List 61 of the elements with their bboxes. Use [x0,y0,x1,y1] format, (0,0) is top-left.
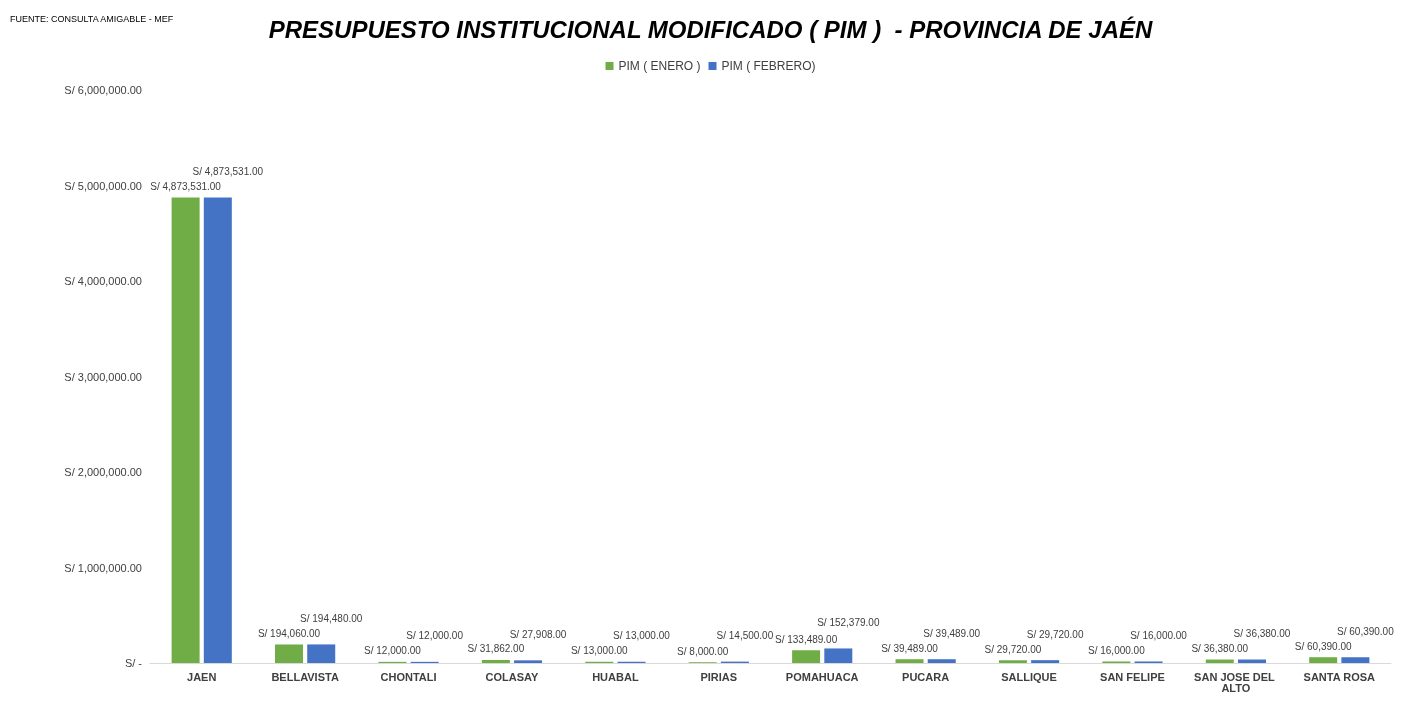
bar [307,644,336,663]
y-tick-label: S/ 5,000,000.00 [64,179,142,192]
bar [1341,657,1370,663]
x-tick-label: HUABAL [592,670,639,683]
x-tick-label: SAN FELIPE [1100,670,1165,683]
data-label: S/ 194,480.00 [300,612,363,624]
source-note: FUENTE: CONSULTA AMIGABLE - MEF [10,13,174,24]
x-tick-label: SANTA ROSA [1303,670,1376,683]
bar [171,197,200,663]
data-label: S/ 152,379.00 [817,616,880,628]
data-label: S/ 29,720.00 [1026,628,1084,640]
bar [275,644,304,663]
data-label: S/ 13,000.00 [613,630,671,642]
data-label: S/ 133,489.00 [774,633,838,645]
bar [481,659,510,663]
x-tick-label: POMAHUACA [785,670,859,683]
y-tick-label: S/ - [124,657,143,669]
data-label: S/ 39,489.00 [881,642,939,654]
data-label: S/ 60,390.00 [1294,640,1352,652]
data-label: S/ 27,908.00 [509,628,567,640]
data-label: S/ 14,500.00 [716,630,774,642]
y-tick-label: S/ 6,000,000.00 [64,84,142,96]
bar [1309,657,1338,663]
data-label: S/ 194,060.00 [257,627,321,639]
data-label: S/ 16,000.00 [1088,644,1146,656]
chart-title: PRESUPUESTO INSTITUCIONAL MODIFICADO ( PIM ) - PROVINCIA DE JAÉN [268,15,1153,43]
bar [514,660,543,663]
x-tick-label: JAEN [187,670,217,683]
data-label: S/ 8,000.00 [677,645,729,657]
y-tick-label: S/ 4,000,000.00 [64,275,142,287]
legend-label: PIM ( ENERO ) [618,59,701,73]
bar [895,659,924,663]
x-tick-label: COLASAY [485,670,539,683]
data-label: S/ 12,000.00 [364,645,422,657]
bar [792,650,821,663]
bar [998,660,1027,663]
x-tick-label: PIRIAS [700,670,738,683]
legend-label: PIM ( FEBRERO) [721,59,816,73]
data-label: S/ 39,489.00 [923,627,981,639]
data-label: S/ 36,380.00 [1191,643,1249,655]
data-label: S/ 36,380.00 [1233,628,1291,640]
data-label: S/ 4,873,531.00 [150,181,222,193]
bar [203,197,232,663]
y-tick-label: S/ 2,000,000.00 [64,466,142,478]
x-tick-label: CHONTALI [380,670,437,683]
bar [927,659,956,663]
data-label: S/ 60,390.00 [1337,625,1395,637]
data-label: S/ 13,000.00 [570,645,629,657]
data-label: S/ 31,862.00 [467,643,525,655]
x-tick-label: SALLIQUE [1001,670,1057,683]
x-tick-label: PUCARA [902,670,950,683]
x-tick-label: SAN JOSE DEL ALTO [1194,670,1278,694]
y-tick-label: S/ 1,000,000.00 [64,561,142,574]
y-tick-label: S/ 3,000,000.00 [64,370,142,383]
data-label: S/ 29,720.00 [984,643,1042,655]
data-label: S/ 12,000.00 [406,630,464,642]
bar [824,648,853,663]
x-tick-label: BELLAVISTA [271,670,339,683]
bar [1031,660,1060,663]
data-label: S/ 4,873,531.00 [192,166,264,178]
data-label: S/ 16,000.00 [1130,629,1188,641]
